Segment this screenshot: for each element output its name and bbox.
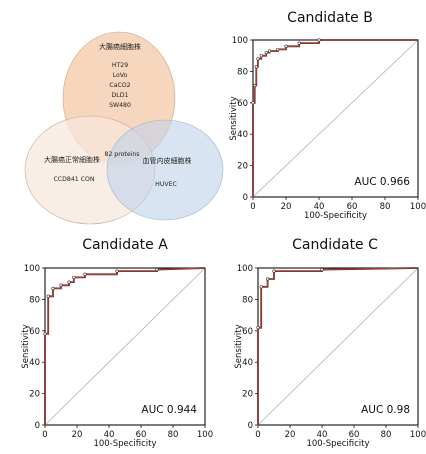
reference-diagonal	[257, 267, 419, 426]
chart-title: Candidate A	[82, 237, 168, 253]
auc-annotation: AUC 0.98	[361, 404, 410, 416]
x-tick-label: 80	[381, 430, 392, 440]
roc-point	[259, 54, 263, 58]
y-tick-label: 80	[237, 67, 248, 77]
venn-label-huvec: 血管内皮細胞株	[143, 156, 192, 165]
x-tick-label: 80	[168, 430, 179, 440]
venn-label-cancer: 大腸癌細胞株	[99, 42, 141, 51]
venn-item: DLD1	[112, 92, 129, 99]
venn-item: LoVo	[113, 72, 128, 79]
roc-point	[46, 294, 50, 298]
x-tick-label: 100	[410, 430, 426, 440]
auc-annotation: AUC 0.944	[141, 404, 197, 416]
y-tick-label: 100	[24, 264, 40, 274]
y-tick-label: 20	[242, 390, 253, 400]
x-tick-label: 0	[42, 430, 47, 440]
y-tick-label: 20	[237, 162, 248, 172]
x-tick-label: 60	[347, 202, 358, 212]
x-axis-label: 100-Specificity	[306, 439, 369, 449]
y-tick-label: 60	[242, 327, 253, 337]
x-tick-label: 60	[349, 430, 360, 440]
x-tick-label: 20	[281, 202, 292, 212]
roc-chart-candidate-c: Candidate C 0 20 40 60 80 100 0 20 40 60 80 100 100-S…	[234, 237, 426, 449]
y-tick-label: 60	[237, 99, 248, 109]
chart-title: Candidate B	[287, 10, 373, 26]
venn-diagram: 大腸癌細胞株 HT29 LoVo CaCO2 DLD1 SW480 大腸癌正常細…	[24, 31, 224, 225]
venn-circle-huvec	[106, 119, 224, 221]
x-tick-label: 20	[72, 430, 83, 440]
venn-label-normal: 大腸癌正常細胞株	[44, 155, 100, 164]
x-tick-label: 100	[410, 202, 426, 212]
venn-center-label: 82 proteins	[104, 151, 139, 158]
roc-point	[51, 286, 55, 291]
roc-point	[115, 269, 119, 273]
y-tick-label: 80	[29, 295, 40, 305]
x-tick-label: 40	[317, 430, 328, 440]
roc-point	[251, 101, 255, 105]
roc-point	[267, 49, 272, 53]
y-tick-label: 0	[248, 421, 253, 431]
roc-point	[59, 283, 63, 287]
venn-item: HT29	[112, 62, 128, 69]
roc-point	[320, 267, 324, 272]
x-tick-label: 80	[380, 202, 391, 212]
y-tick-label: 0	[243, 193, 248, 203]
roc-point	[284, 44, 288, 48]
venn-item: CCD841 CON	[53, 176, 94, 183]
x-tick-label: 40	[104, 430, 115, 440]
y-axis-label: Sensitivity	[21, 324, 31, 368]
venn-item: CaCO2	[109, 82, 130, 89]
roc-point	[256, 57, 260, 61]
y-tick-label: 100	[232, 36, 248, 46]
roc-point	[155, 267, 159, 272]
roc-point	[266, 277, 270, 281]
roc-point	[297, 41, 301, 45]
venn-item: HUVEC	[155, 181, 177, 188]
roc-point	[72, 275, 76, 280]
roc-point	[317, 38, 321, 42]
roc-point	[264, 50, 268, 55]
roc-point	[83, 272, 87, 276]
x-axis-label: 100-Specificity	[93, 439, 156, 449]
roc-point	[276, 47, 280, 52]
x-tick-label: 60	[136, 430, 147, 440]
roc-point	[43, 332, 47, 336]
y-tick-label: 0	[35, 421, 40, 431]
roc-point	[259, 285, 263, 289]
x-tick-label: 100	[197, 430, 213, 440]
x-tick-label: 0	[250, 202, 255, 212]
x-tick-label: 20	[285, 430, 296, 440]
auc-annotation: AUC 0.966	[354, 176, 410, 188]
venn-item: SW480	[109, 102, 131, 109]
roc-point	[272, 269, 276, 273]
x-tick-label: 40	[314, 202, 325, 212]
roc-point	[253, 83, 257, 88]
roc-point	[254, 65, 258, 69]
reference-diagonal	[44, 267, 206, 426]
y-tick-label: 60	[29, 327, 40, 337]
x-tick-label: 0	[255, 430, 260, 440]
y-tick-label: 100	[237, 264, 253, 274]
y-tick-label: 40	[29, 358, 40, 368]
roc-point	[256, 326, 260, 330]
chart-title: Candidate C	[292, 237, 378, 253]
y-tick-label: 80	[242, 295, 253, 305]
roc-point	[67, 280, 71, 284]
x-axis-label: 100-Specificity	[304, 211, 367, 221]
y-tick-label: 20	[29, 390, 40, 400]
roc-chart-candidate-b: Candidate B 0 20 40 60 80 100 0 20 40 60 80 100 100-S…	[229, 10, 426, 221]
y-axis-label: Sensitivity	[229, 96, 239, 140]
y-tick-label: 40	[242, 358, 253, 368]
y-axis-label: Sensitivity	[234, 324, 244, 368]
reference-diagonal	[252, 39, 419, 198]
roc-chart-candidate-a: Candidate A 0 20 40 60 80 100 0 20 40 60 80 100 100-S…	[21, 237, 213, 449]
y-tick-label: 40	[237, 130, 248, 140]
